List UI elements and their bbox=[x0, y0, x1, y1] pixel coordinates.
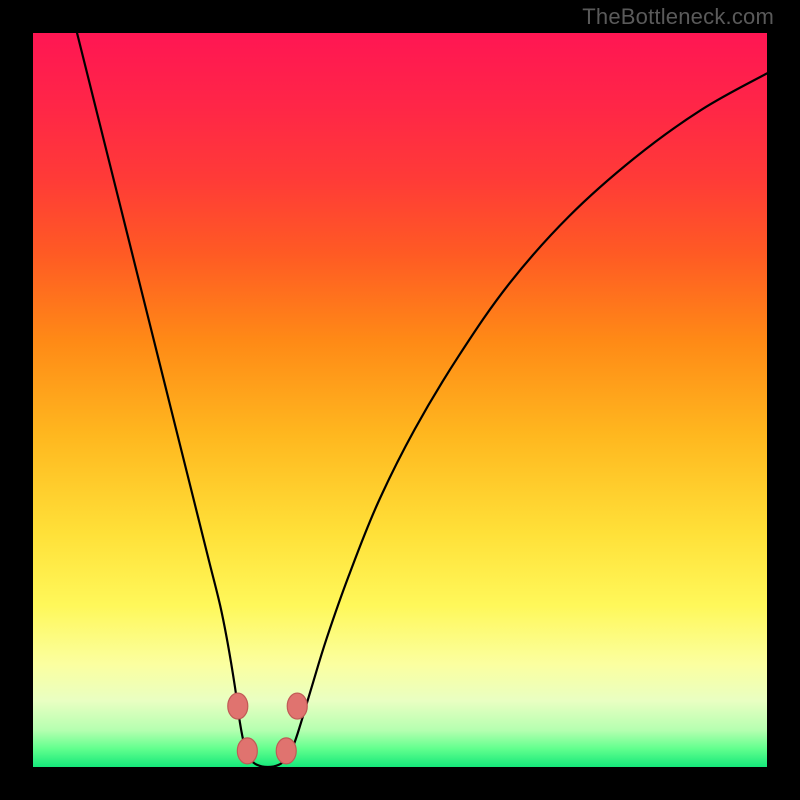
curve-marker bbox=[237, 738, 257, 764]
chart-plot-area bbox=[33, 33, 767, 767]
chart-svg bbox=[33, 33, 767, 767]
curve-marker bbox=[287, 693, 307, 719]
chart-background-gradient bbox=[33, 33, 767, 767]
watermark-text: TheBottleneck.com bbox=[582, 4, 774, 30]
curve-marker bbox=[276, 738, 296, 764]
curve-marker bbox=[228, 693, 248, 719]
